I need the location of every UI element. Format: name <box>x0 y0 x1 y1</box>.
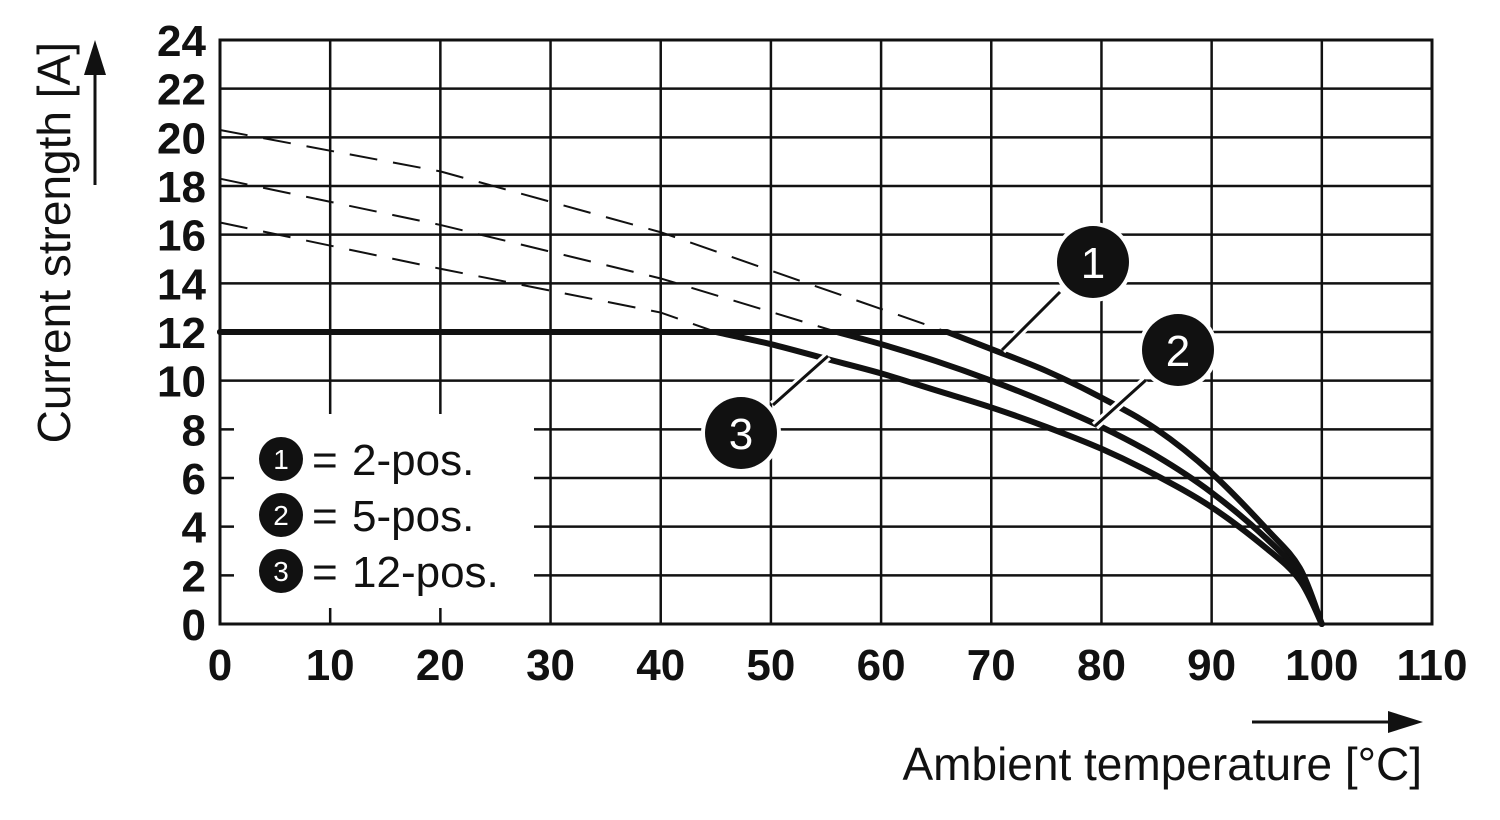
x-axis-arrow-head <box>1388 711 1423 733</box>
series-2-line <box>217 329 1325 627</box>
y-tick-label: 2 <box>182 552 206 601</box>
y-tick-label: 12 <box>157 309 206 358</box>
legend-separator: = <box>312 436 338 485</box>
legend-item: 1 = 2-pos. <box>259 436 474 485</box>
x-tick-label: 50 <box>746 641 795 690</box>
x-axis-title: Ambient temperature [°C] <box>903 738 1423 790</box>
x-axis-title-group: Ambient temperature [°C] <box>903 711 1423 790</box>
series-callouts: 1 2 3 <box>701 222 1218 473</box>
callout-badge <box>1142 314 1214 386</box>
callout-3: 3 <box>701 352 831 473</box>
legend-label: 2-pos. <box>352 436 474 485</box>
legend-label: 12-pos. <box>352 548 499 597</box>
y-axis-title: Current strength [A] <box>28 42 80 443</box>
callout-leader <box>1000 290 1062 352</box>
series-2-extrapolated-line <box>219 177 838 333</box>
x-tick-label: 90 <box>1187 641 1236 690</box>
y-axis-arrow-head <box>84 40 106 75</box>
y-axis-title-group: Current strength [A] <box>28 40 106 443</box>
series-1-line <box>217 329 1325 627</box>
legend-badge-number: 3 <box>273 556 289 587</box>
legend-separator: = <box>312 492 338 541</box>
legend-label: 5-pos. <box>352 492 474 541</box>
callout-2: 2 <box>1091 310 1218 430</box>
legend-badge <box>259 549 303 593</box>
x-tick-label: 60 <box>857 641 906 690</box>
x-tick-label: 110 <box>1397 641 1468 690</box>
y-tick-label: 16 <box>157 212 206 261</box>
x-tick-label: 20 <box>416 641 465 690</box>
legend-badge-number: 2 <box>273 500 289 531</box>
y-tick-label: 6 <box>182 455 206 504</box>
x-tick-label: 80 <box>1077 641 1126 690</box>
series-1-extrapolated-line <box>219 129 948 333</box>
callout-badge <box>1057 226 1129 298</box>
legend-badge <box>259 493 303 537</box>
legend: 1 = 2-pos. 2 = 5-pos. 3 = 12-pos. <box>234 414 534 608</box>
x-tick-labels: 0 10 20 30 40 50 60 70 80 90 100 110 <box>208 641 1468 690</box>
x-tick-label: 10 <box>306 641 355 690</box>
y-tick-label: 4 <box>182 504 207 553</box>
legend-separator: = <box>312 548 338 597</box>
callout-badge <box>705 397 777 469</box>
x-tick-label: 100 <box>1285 641 1358 690</box>
callout-badge-number: 2 <box>1166 327 1190 376</box>
legend-item: 2 = 5-pos. <box>259 492 474 541</box>
x-tick-label: 30 <box>526 641 575 690</box>
y-tick-label: 10 <box>157 358 206 407</box>
callout-leader <box>1093 378 1148 428</box>
x-tick-label: 40 <box>636 641 685 690</box>
y-tick-label: 8 <box>182 406 206 455</box>
y-tick-label: 14 <box>157 260 206 309</box>
x-tick-label: 70 <box>967 641 1016 690</box>
y-tick-label: 22 <box>157 66 206 115</box>
y-tick-label: 0 <box>182 601 206 650</box>
callout-1: 1 <box>998 222 1133 354</box>
legend-item: 3 = 12-pos. <box>259 548 499 597</box>
y-tick-label: 20 <box>157 114 206 163</box>
callout-badge-number: 3 <box>729 410 753 459</box>
y-tick-label: 24 <box>157 17 206 66</box>
x-tick-label: 0 <box>208 641 232 690</box>
series-3-extrapolated-line <box>219 221 717 333</box>
callout-leader <box>772 354 829 407</box>
callout-badge-number: 1 <box>1081 239 1105 288</box>
legend-badge <box>259 437 303 481</box>
legend-badge-number: 1 <box>273 444 289 475</box>
y-tick-label: 18 <box>157 163 206 212</box>
